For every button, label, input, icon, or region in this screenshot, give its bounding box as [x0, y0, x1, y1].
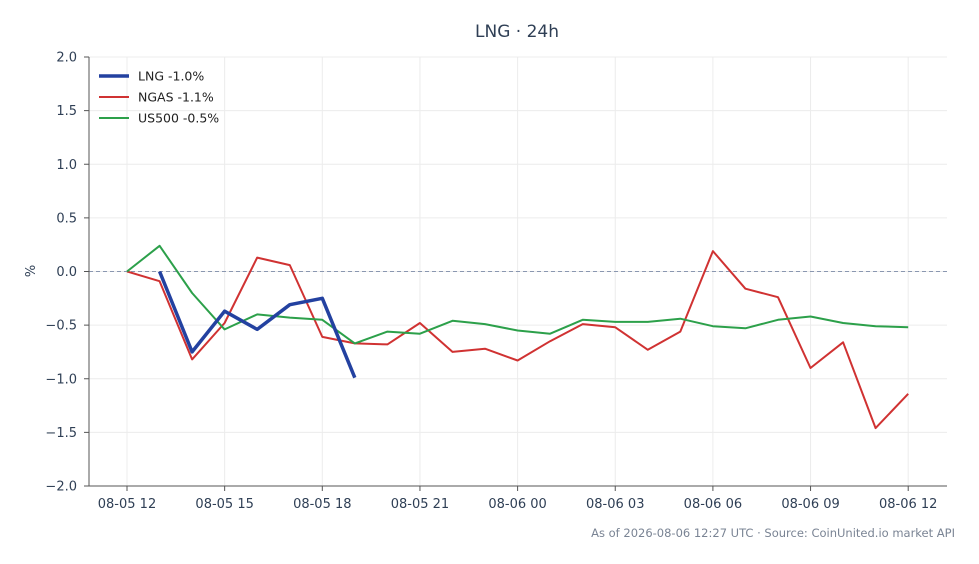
x-tick-label: 08-05 15	[195, 497, 253, 512]
x-tick-label: 08-06 03	[586, 497, 644, 512]
legend-label-lng: LNG -1.0%	[138, 69, 204, 84]
y-tick-label: −1.0	[45, 372, 77, 387]
y-tick-label: −2.0	[45, 480, 77, 495]
series-lines	[126, 244, 909, 430]
legend: LNG -1.0% NGAS -1.1% US500 -0.5%	[99, 69, 219, 126]
x-tick-label: 08-05 12	[98, 497, 156, 512]
legend-label-ngas: NGAS -1.1%	[138, 90, 214, 105]
x-tick-label: 08-05 21	[391, 497, 449, 512]
chart-title: LNG · 24h	[475, 22, 559, 42]
x-axis-ticks: 08-05 12 08-05 15 08-05 18 08-05 21 08-06 00…	[98, 486, 937, 512]
x-tick-label: 08-06 12	[879, 497, 937, 512]
y-tick-label: 0.5	[56, 211, 77, 226]
series-line-ngas	[126, 250, 909, 430]
x-tick-label: 08-05 18	[293, 497, 351, 512]
x-tick-label: 08-06 00	[488, 497, 546, 512]
y-axis-label: %	[24, 265, 39, 277]
y-tick-label: −1.5	[45, 426, 77, 441]
series-line-us500	[126, 244, 909, 345]
y-tick-label: 1.5	[56, 104, 77, 119]
x-tick-label: 08-06 06	[684, 497, 742, 512]
y-axis-ticks: 2.0 1.5 1.0 0.5 0.0 −0.5 −1.0 −1.5 −2.0	[45, 51, 89, 495]
series-line-lng	[157, 270, 357, 379]
y-tick-label: 2.0	[56, 51, 77, 66]
y-tick-label: −0.5	[45, 319, 77, 334]
y-tick-label: 0.0	[56, 265, 77, 280]
footer-source-note: As of 2026-08-06 12:27 UTC · Source: Coi…	[591, 526, 955, 540]
y-tick-label: 1.0	[56, 158, 77, 173]
x-tick-label: 08-06 09	[781, 497, 839, 512]
legend-label-us500: US500 -0.5%	[138, 111, 219, 126]
